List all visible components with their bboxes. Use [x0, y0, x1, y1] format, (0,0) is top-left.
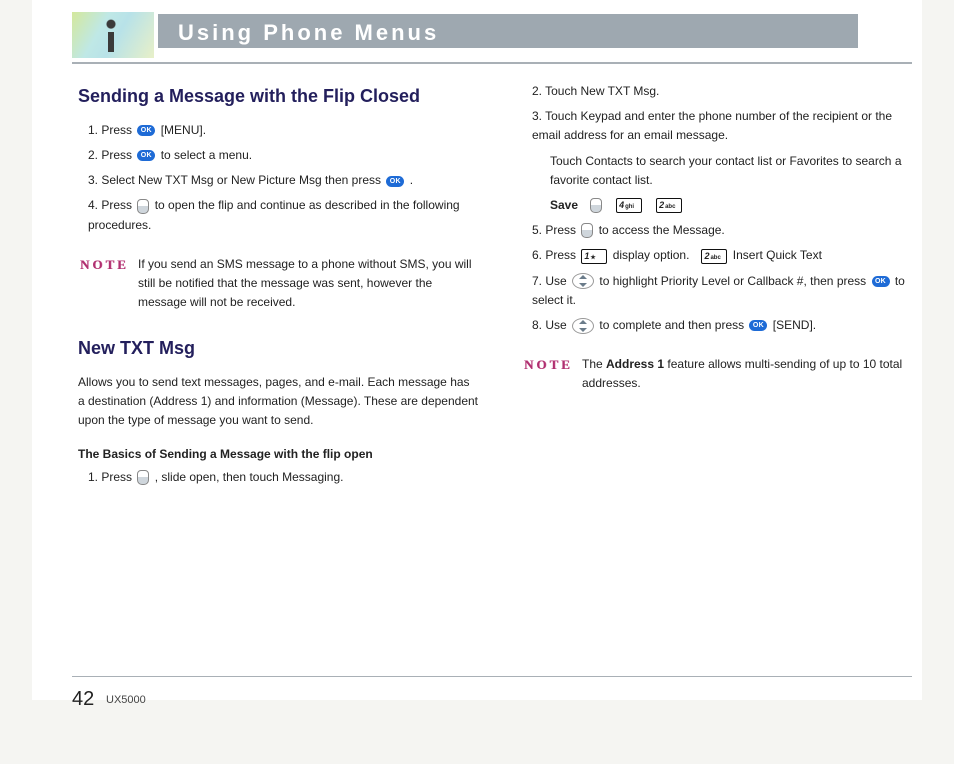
ok-icon: OK [386, 176, 404, 187]
r-step-8-a: 8. Use [532, 318, 570, 332]
r-step-6: 6. Press 1★ display option. 2abc Insert … [532, 246, 922, 265]
right-column: 2. Touch New TXT Msg. 3. Touch Keypad an… [522, 78, 922, 397]
section-title-new-txt: New TXT Msg [78, 334, 478, 363]
save-label: Save [550, 198, 578, 212]
note-a1-pre: The [582, 357, 606, 371]
r-step-6-c: Insert Quick Text [733, 248, 822, 262]
step-2: 2. Press OK to select a menu. [88, 146, 478, 165]
header-rule [72, 62, 912, 64]
nav-key-icon [572, 273, 594, 289]
step-4: 4. Press to open the flip and continue a… [88, 196, 478, 234]
note-sms-text: If you send an SMS message to a phone wi… [138, 255, 478, 313]
note-label-icon: NOTE [80, 255, 138, 313]
softkey-icon [137, 199, 149, 214]
section-title-flip-closed: Sending a Message with the Flip Closed [78, 82, 478, 111]
page-frame: Using Phone Menus Sending a Message with… [32, 0, 922, 700]
r-save-row: Save 4ghi 2abc [550, 196, 922, 215]
ok-icon: OK [137, 125, 155, 136]
note-a1-bold: Address 1 [606, 357, 664, 371]
step-1-text-a: 1. Press [88, 123, 135, 137]
r-step-8-c: [SEND]. [773, 318, 816, 332]
chapter-title: Using Phone Menus [158, 14, 858, 48]
step-3-text-b: . [410, 173, 413, 187]
r-step-6-b: display option. [613, 248, 690, 262]
note-label-icon: NOTE [524, 355, 582, 393]
softkey-icon [581, 223, 593, 238]
r-step-7: 7. Use to highlight Priority Level or Ca… [532, 272, 922, 310]
ok-icon: OK [137, 150, 155, 161]
basics-1-a: 1. Press [88, 470, 135, 484]
page-number: 42 [72, 688, 94, 711]
r-step-7-a: 7. Use [532, 274, 570, 288]
key-4-icon: 4ghi [616, 198, 642, 213]
left-column: Sending a Message with the Flip Closed 1… [78, 78, 478, 493]
model-label: UX5000 [106, 694, 146, 706]
softkey-icon [137, 470, 149, 485]
note-sms: NOTE If you send an SMS message to a pho… [80, 255, 478, 313]
nav-key-icon [572, 318, 594, 334]
step-2-text-b: to select a menu. [161, 148, 252, 162]
header: Using Phone Menus [72, 12, 858, 58]
key-2-icon: 2abc [701, 249, 727, 264]
r-step-7-b: to highlight Priority Level or Callback … [599, 274, 869, 288]
header-photo [72, 12, 154, 58]
r-step-3b: Touch Contacts to search your contact li… [550, 152, 922, 190]
note-address1: NOTE The Address 1 feature allows multi-… [524, 355, 922, 393]
key-2-icon: 2abc [656, 198, 682, 213]
r-step-8-b: to complete and then press [599, 318, 747, 332]
step-3-text-a: 3. Select New TXT Msg or New Picture Msg… [88, 173, 384, 187]
r-step-6-a: 6. Press [532, 248, 579, 262]
r-step-5-a: 5. Press [532, 223, 579, 237]
basics-step-1: 1. Press , slide open, then touch Messag… [88, 468, 478, 487]
basics-title: The Basics of Sending a Message with the… [78, 445, 478, 464]
step-3: 3. Select New TXT Msg or New Picture Msg… [88, 171, 478, 190]
ok-icon: OK [749, 320, 767, 331]
step-1-text-b: [MENU]. [161, 123, 206, 137]
footer-rule [72, 676, 912, 677]
ok-icon: OK [872, 276, 890, 287]
new-txt-intro: Allows you to send text messages, pages,… [78, 373, 478, 431]
content-area: Sending a Message with the Flip Closed 1… [72, 78, 914, 662]
basics-1-b: , slide open, then touch Messaging. [155, 470, 344, 484]
key-1-icon: 1★ [581, 249, 607, 264]
r-step-5-b: to access the Message. [599, 223, 725, 237]
r-step-2: 2. Touch New TXT Msg. [532, 82, 922, 101]
r-step-3a: 3. Touch Keypad and enter the phone numb… [532, 107, 922, 145]
step-4-text-a: 4. Press [88, 198, 135, 212]
r-step-5: 5. Press to access the Message. [532, 221, 922, 240]
softkey-icon [590, 198, 602, 213]
step-2-text-a: 2. Press [88, 148, 135, 162]
step-1: 1. Press OK [MENU]. [88, 121, 478, 140]
r-step-8: 8. Use to complete and then press OK [SE… [532, 316, 922, 335]
note-address1-text: The Address 1 feature allows multi-sendi… [582, 355, 922, 393]
